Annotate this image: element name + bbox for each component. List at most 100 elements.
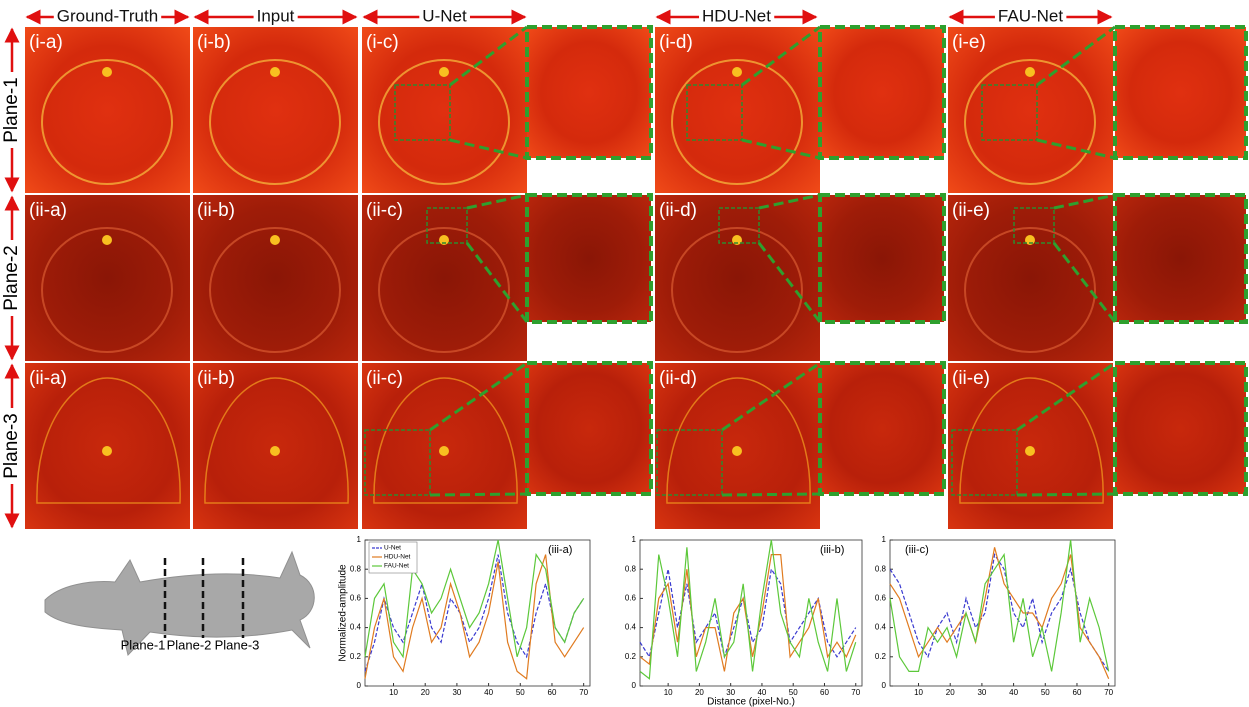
x-tick-label: 70 bbox=[851, 688, 860, 697]
data-line bbox=[889, 552, 1110, 672]
image-panel bbox=[655, 195, 820, 361]
zoom-source bbox=[718, 207, 760, 244]
image-panel bbox=[25, 195, 190, 361]
legend-label: U-Net bbox=[384, 545, 401, 552]
zoom-connector bbox=[449, 138, 528, 160]
x-tick-label: 20 bbox=[946, 688, 955, 697]
spine bbox=[270, 446, 280, 456]
panel-label: (i-b) bbox=[197, 32, 231, 53]
zoom-source bbox=[686, 84, 743, 141]
zoom-panel bbox=[525, 25, 653, 160]
x-axis-label: Distance (pixel-No.) bbox=[707, 697, 795, 707]
image-panel bbox=[193, 195, 358, 361]
spine bbox=[1025, 67, 1035, 77]
spine bbox=[732, 67, 742, 77]
y-tick-label: 0.6 bbox=[875, 594, 887, 603]
image-panel bbox=[948, 195, 1113, 361]
x-tick-label: 40 bbox=[757, 688, 766, 697]
x-tick-label: 10 bbox=[664, 688, 673, 697]
spine bbox=[439, 67, 449, 77]
x-tick-label: 40 bbox=[484, 688, 493, 697]
x-tick-label: 70 bbox=[579, 688, 588, 697]
body-section bbox=[964, 59, 1096, 185]
y-tick-label: 0 bbox=[882, 681, 887, 690]
plot-area bbox=[639, 539, 863, 687]
zoom-connector bbox=[741, 138, 821, 160]
y-tick-label: 1 bbox=[882, 535, 887, 544]
column-header: FAU-Net bbox=[998, 6, 1063, 25]
panel-annotation: (iii-c) bbox=[905, 544, 929, 556]
body-section bbox=[209, 59, 341, 185]
body-section bbox=[36, 377, 181, 504]
zoom-connector bbox=[741, 25, 821, 87]
column-header: Input bbox=[257, 6, 295, 25]
y-tick-label: 0.8 bbox=[875, 564, 887, 573]
zoom-connector bbox=[1016, 492, 1116, 497]
row-label-bg bbox=[2, 408, 22, 484]
zoom-panel bbox=[525, 193, 653, 324]
panel-label: (ii-a) bbox=[29, 200, 67, 221]
panel-label: (ii-d) bbox=[659, 368, 697, 389]
zoom-source bbox=[656, 429, 723, 496]
zoom-panel bbox=[1113, 25, 1248, 160]
image-panel bbox=[193, 363, 358, 529]
data-line bbox=[889, 539, 1110, 672]
zoom-connector bbox=[465, 242, 529, 323]
y-axis-label: Normalized-amplitude bbox=[338, 564, 349, 662]
zoom-panel bbox=[525, 361, 653, 496]
panel-label: (ii-d) bbox=[659, 200, 697, 221]
panel-label: (i-a) bbox=[29, 32, 63, 53]
zoom-connector bbox=[757, 242, 822, 323]
x-tick-label: 20 bbox=[695, 688, 704, 697]
panel-label: (ii-c) bbox=[366, 368, 403, 389]
y-tick-label: 0.8 bbox=[625, 564, 637, 573]
zoom-panel bbox=[1113, 361, 1248, 496]
body-section bbox=[41, 227, 173, 353]
panel-annotation: (iii-a) bbox=[548, 544, 572, 556]
y-tick-label: 0.4 bbox=[875, 623, 887, 632]
row-label: Plane-2 bbox=[1, 245, 22, 311]
zoom-source bbox=[394, 84, 451, 141]
body-section bbox=[209, 227, 341, 353]
column-header: U-Net bbox=[422, 6, 467, 25]
column-header: Ground-Truth bbox=[57, 6, 158, 25]
y-tick-label: 0.2 bbox=[350, 652, 362, 661]
spine bbox=[439, 235, 449, 245]
plane-label: Plane-2 bbox=[167, 637, 212, 652]
header-bg bbox=[994, 6, 1067, 26]
spine bbox=[439, 446, 449, 456]
legend-label: HDU-Net bbox=[384, 554, 411, 561]
zoom-connector bbox=[449, 25, 528, 87]
y-tick-label: 0.4 bbox=[625, 623, 637, 632]
x-tick-label: 50 bbox=[516, 688, 525, 697]
panel-label: (i-c) bbox=[366, 32, 399, 53]
x-tick-label: 60 bbox=[1073, 688, 1082, 697]
body-section bbox=[41, 59, 173, 185]
y-tick-label: 1 bbox=[632, 535, 637, 544]
panel-label: (ii-b) bbox=[197, 368, 235, 389]
x-tick-label: 30 bbox=[452, 688, 461, 697]
y-tick-label: 0.8 bbox=[350, 564, 362, 573]
header-bg bbox=[419, 6, 470, 26]
panel-label: (ii-e) bbox=[952, 368, 990, 389]
zoom-connector bbox=[429, 361, 528, 432]
data-line bbox=[364, 539, 585, 659]
body-section bbox=[964, 227, 1096, 353]
x-tick-label: 60 bbox=[548, 688, 557, 697]
plane-label: Plane-3 bbox=[215, 637, 260, 652]
panel-label: (i-e) bbox=[952, 32, 986, 53]
panel-label: (ii-b) bbox=[197, 200, 235, 221]
zoom-source bbox=[364, 429, 431, 496]
row-label-bg bbox=[2, 240, 22, 316]
spine bbox=[102, 235, 112, 245]
spine bbox=[102, 446, 112, 456]
data-line bbox=[364, 554, 585, 680]
zoom-panel bbox=[818, 361, 946, 496]
zoom-connector bbox=[1016, 361, 1116, 432]
data-line bbox=[364, 554, 585, 672]
panel-label: (ii-e) bbox=[952, 200, 990, 221]
panel-label: (ii-c) bbox=[366, 200, 403, 221]
x-tick-label: 60 bbox=[820, 688, 829, 697]
zoom-connector bbox=[466, 193, 528, 210]
body-section bbox=[204, 377, 349, 504]
